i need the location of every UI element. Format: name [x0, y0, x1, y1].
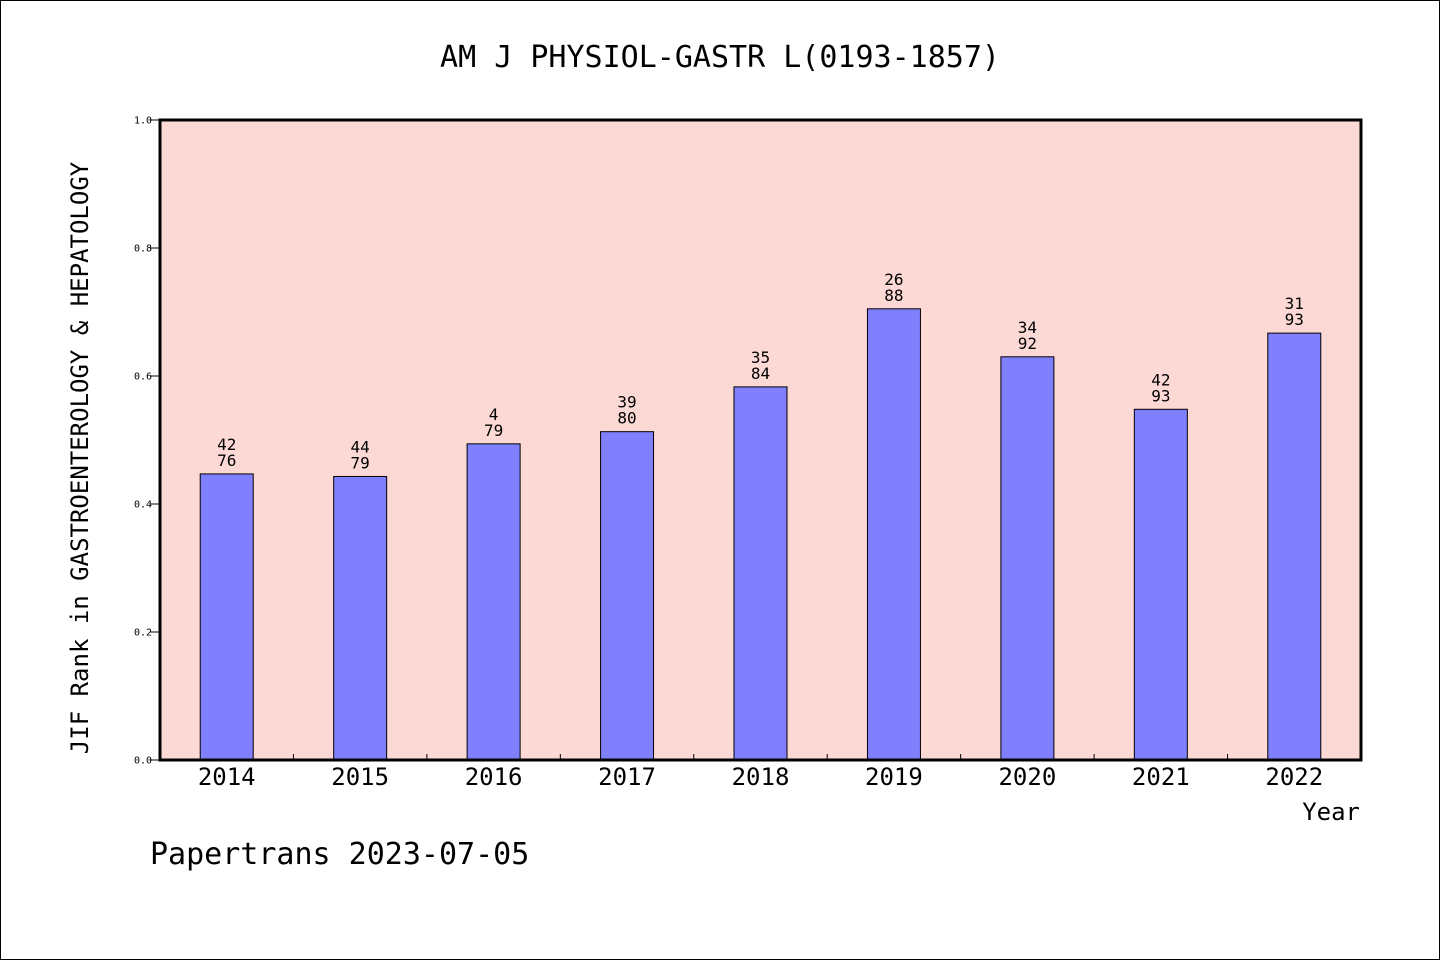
- rank-label-top-2019: 26: [884, 270, 903, 289]
- x-tick-label-2020: 2020: [998, 763, 1056, 791]
- bar-2021: [1133, 408, 1188, 761]
- rank-label-top-2022: 31: [1285, 294, 1304, 313]
- bar-2014: [199, 473, 254, 761]
- y-tick-label-0.2: 0.2: [134, 628, 152, 639]
- bar-2022: [1267, 332, 1322, 761]
- y-tick-label-0.6: 0.6: [134, 372, 152, 383]
- rank-label-top-2016: 4: [489, 405, 499, 424]
- y-tick-label-1.0: 1.0: [134, 116, 152, 127]
- bar-2016: [466, 443, 521, 761]
- bar-2018: [733, 386, 788, 761]
- x-tick-label-2014: 2014: [198, 763, 256, 791]
- x-tick-label-2022: 2022: [1265, 763, 1323, 791]
- plot-border: [158, 118, 1363, 762]
- bar-2017: [600, 431, 655, 761]
- x-axis-ticks: 2014 2015 2016 2017 2018 2019 2020 2021 2022: [198, 754, 1323, 791]
- x-tick-label-2019: 2019: [865, 763, 923, 791]
- rank-label-bottom-2016: 79: [484, 421, 503, 440]
- x-tick-label-2021: 2021: [1132, 763, 1190, 791]
- rank-label-top-2021: 42: [1151, 370, 1170, 389]
- rank-label-bottom-2017: 80: [617, 409, 636, 428]
- rank-label-bottom-2021: 93: [1151, 386, 1170, 405]
- rank-label-top-2015: 44: [351, 437, 370, 456]
- bar-2020: [1000, 356, 1055, 761]
- y-axis-ticks: 0.0 0.2 0.4 0.6 0.8 1.0: [134, 116, 160, 767]
- y-tick-label-0.4: 0.4: [134, 500, 152, 511]
- rank-label-bottom-2020: 92: [1018, 334, 1037, 353]
- bar-2015: [333, 475, 388, 761]
- rank-label-top-2018: 35: [751, 348, 770, 367]
- y-axis-label: JIF Rank in GASTROENTEROLOGY & HEPATOLOG…: [66, 161, 94, 754]
- rank-label-top-2014: 42: [217, 435, 236, 454]
- x-tick-label-2016: 2016: [465, 763, 523, 791]
- x-axis-label: Year: [1302, 798, 1360, 826]
- bar-2019: [866, 308, 921, 761]
- footer-text: Papertrans 2023-07-05: [150, 837, 529, 872]
- rank-label-bottom-2015: 79: [351, 453, 370, 472]
- rank-label-bottom-2014: 76: [217, 451, 236, 470]
- x-tick-label-2018: 2018: [732, 763, 790, 791]
- y-tick-label-0.0: 0.0: [134, 756, 152, 767]
- chart-title: AM J PHYSIOL-GASTR L(0193-1857): [440, 40, 1000, 75]
- x-tick-label-2015: 2015: [331, 763, 389, 791]
- rank-label-bottom-2022: 93: [1285, 310, 1304, 329]
- y-tick-label-0.8: 0.8: [134, 244, 152, 255]
- rank-label-top-2020: 34: [1018, 318, 1037, 337]
- rank-label-bottom-2018: 84: [751, 364, 770, 383]
- bars-group: [199, 308, 1322, 761]
- rank-label-bottom-2019: 88: [884, 286, 903, 305]
- rank-label-top-2017: 39: [617, 393, 636, 412]
- x-tick-label-2017: 2017: [598, 763, 656, 791]
